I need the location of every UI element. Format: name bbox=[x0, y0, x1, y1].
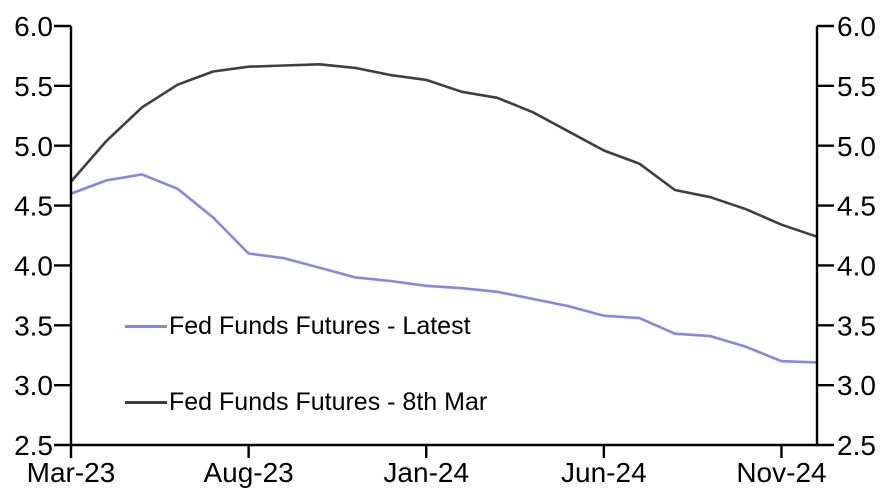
legend-label-8th-mar: Fed Funds Futures - 8th Mar bbox=[169, 387, 488, 416]
legend-line-swatch-8th-mar bbox=[125, 400, 167, 404]
legend-label-latest: Fed Funds Futures - Latest bbox=[169, 311, 471, 340]
y-tick-label-left: 3.0 bbox=[14, 370, 53, 401]
y-tick-label-right: 5.0 bbox=[837, 131, 876, 162]
legend-item-8th-mar: Fed Funds Futures - 8th Mar bbox=[125, 386, 487, 418]
y-tick-label-left: 6.0 bbox=[14, 11, 53, 42]
y-tick-label-left: 5.5 bbox=[14, 71, 53, 102]
x-tick-label: Jun-24 bbox=[561, 457, 647, 488]
y-tick-label-right: 5.5 bbox=[837, 71, 876, 102]
series-line-latest bbox=[70, 173, 818, 364]
y-tick-label-right: 4.5 bbox=[837, 191, 876, 222]
x-tick-label: Mar-23 bbox=[27, 457, 116, 488]
y-tick-label-left: 3.5 bbox=[14, 310, 53, 341]
y-tick-label-left: 4.0 bbox=[14, 251, 53, 282]
x-tick-label: Nov-24 bbox=[736, 457, 826, 488]
x-tick-label: Jan-24 bbox=[383, 457, 469, 488]
series-line-8th-mar bbox=[70, 63, 818, 238]
x-tick-label: Aug-23 bbox=[203, 457, 293, 488]
y-tick-label-right: 4.0 bbox=[837, 251, 876, 282]
y-tick-label-right: 6.0 bbox=[837, 11, 876, 42]
y-tick-label-left: 2.5 bbox=[14, 430, 53, 461]
legend-item-latest: Fed Funds Futures - Latest bbox=[125, 310, 487, 342]
y-tick-label-left: 5.0 bbox=[14, 131, 53, 162]
y-tick-label-right: 3.5 bbox=[837, 310, 876, 341]
y-tick-label-right: 2.5 bbox=[837, 430, 876, 461]
legend-line-swatch-latest bbox=[125, 324, 167, 328]
y-tick-label-right: 3.0 bbox=[837, 370, 876, 401]
legend: Fed Funds Futures - Latest Fed Funds Fut… bbox=[125, 310, 487, 418]
y-tick-label-left: 4.5 bbox=[14, 191, 53, 222]
